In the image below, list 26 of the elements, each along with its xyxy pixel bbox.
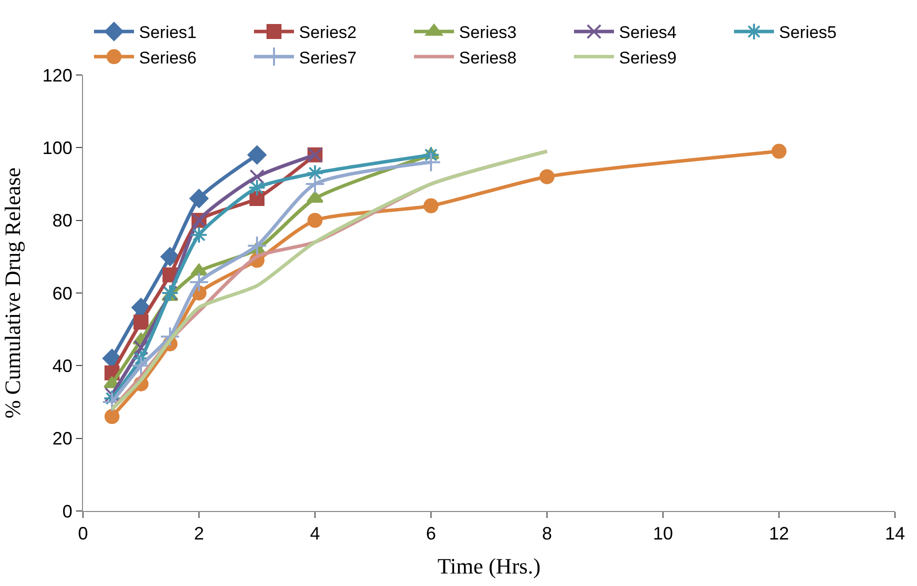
x-tick-label: 14 (884, 524, 906, 544)
x-tick-label: 12 (768, 524, 790, 544)
legend-label: Series4 (619, 23, 677, 42)
x-tick-label: 4 (310, 524, 320, 544)
legend-label: Series6 (139, 48, 197, 68)
x-tick-label: 0 (78, 524, 88, 544)
x-tick-label: 6 (426, 524, 436, 544)
y-tick-label: 0 (62, 501, 72, 522)
legend-label: Series3 (459, 23, 517, 42)
x-tick-label: 2 (194, 524, 204, 544)
y-tick-label: 100 (42, 138, 72, 158)
y-tick-label: 80 (52, 210, 72, 231)
y-tick-label: 120 (42, 65, 72, 86)
y-tick-label: 40 (52, 356, 72, 376)
legend-label: Series8 (459, 48, 517, 68)
x-tick-label: 10 (652, 524, 674, 544)
legend-label: Series1 (139, 23, 197, 42)
y-tick-label: 60 (52, 283, 72, 304)
legend-label: Series2 (299, 23, 357, 42)
y-axis-title: % Cumulative Drug Release (0, 167, 26, 419)
y-tick-label: 20 (52, 428, 72, 449)
legend-label: Series7 (299, 48, 357, 68)
legend-label: Series9 (619, 48, 677, 68)
x-tick-label: 8 (542, 524, 552, 544)
x-axis-title: Time (Hrs.) (437, 554, 541, 578)
legend-label: Series5 (779, 23, 837, 42)
